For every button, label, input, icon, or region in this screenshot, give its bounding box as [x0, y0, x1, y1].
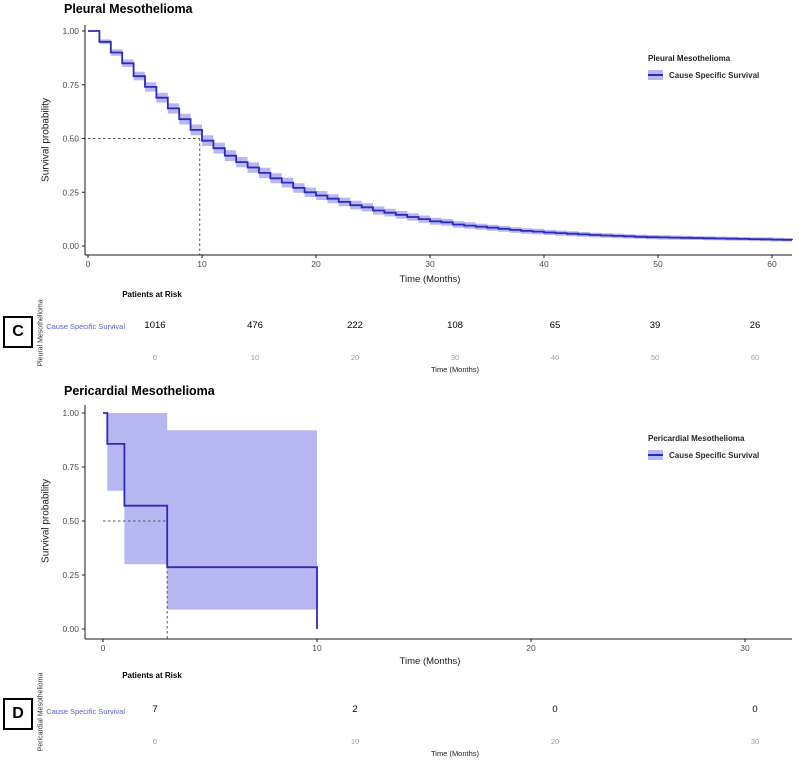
- risk-count: 65: [549, 320, 561, 331]
- risk-time-tick-label: 30: [450, 353, 460, 362]
- pleural-x-axis-label: Time (Months): [399, 274, 461, 285]
- pericardial-legend: Pericardial Mesothelioma Cause Specific …: [648, 434, 759, 460]
- pericardial-x-axis-label: Time (Months): [399, 656, 461, 667]
- ribbon-key-icon: [648, 70, 663, 80]
- line-key-icon: [648, 74, 663, 76]
- x-tick-label: 30: [740, 643, 750, 653]
- x-tick-label: 10: [197, 259, 207, 269]
- pleural-y-axis-label: Survival probability: [40, 98, 52, 182]
- risk-time-tick-label: 20: [350, 353, 360, 362]
- x-tick-label: 20: [311, 259, 321, 269]
- pleural-legend-item: Cause Specific Survival: [648, 70, 759, 80]
- pleural-risk-table-header: Patients at Risk: [122, 290, 182, 299]
- y-tick-label: 0.75: [62, 462, 79, 472]
- y-tick-label: 1.00: [62, 408, 79, 418]
- pericardial-risk-table-header: Patients at Risk: [122, 671, 182, 680]
- pleural-legend: Pleural Mesothelioma Cause Specific Surv…: [648, 54, 759, 80]
- y-tick-label: 0.00: [62, 241, 79, 251]
- pleural-risk-side-label: Pleural Mesothelioma: [37, 299, 45, 367]
- risk-count: 7: [152, 704, 158, 715]
- confidence-ribbon: [107, 413, 317, 610]
- panel-letter-d: D: [3, 698, 33, 730]
- risk-count: 2: [352, 704, 358, 715]
- y-tick-label: 1.00: [62, 26, 79, 36]
- x-tick-label: 0: [101, 643, 106, 653]
- line-key-icon: [648, 454, 663, 456]
- y-tick-label: 0.25: [62, 187, 79, 197]
- risk-count: 1016: [144, 320, 166, 331]
- risk-time-tick-label: 20: [550, 737, 560, 746]
- risk-time-tick-label: 40: [550, 353, 560, 362]
- pericardial-y-axis-label: Survival probability: [40, 479, 52, 563]
- pleural-legend-label: Cause Specific Survival: [669, 70, 760, 80]
- panel-letter-c: C: [3, 316, 33, 348]
- pleural-risk-row-label: Cause Specific Survival: [46, 322, 125, 331]
- risk-time-tick-label: 10: [250, 353, 260, 362]
- x-tick-label: 10: [312, 643, 322, 653]
- risk-time-tick-label: 0: [152, 737, 158, 746]
- risk-time-tick-label: 10: [350, 737, 360, 746]
- x-tick-label: 40: [539, 259, 549, 269]
- risk-time-tick-label: 60: [750, 353, 760, 362]
- y-tick-label: 0.25: [62, 570, 79, 580]
- ribbon-key-icon: [648, 450, 663, 460]
- risk-time-tick-label: 50: [650, 353, 660, 362]
- x-tick-label: 20: [526, 643, 536, 653]
- pericardial-risk-row-label: Cause Specific Survival: [46, 707, 125, 716]
- risk-count: 39: [649, 320, 661, 331]
- risk-count: 108: [447, 320, 463, 331]
- pleural-risk-x-axis-label: Time (Months): [430, 365, 480, 374]
- risk-count: 476: [247, 320, 263, 331]
- pericardial-risk-x-axis-label: Time (Months): [430, 749, 480, 758]
- pericardial-legend-title: Pericardial Mesothelioma: [648, 434, 745, 443]
- x-tick-label: 30: [425, 259, 435, 269]
- pleural-legend-title: Pleural Mesothelioma: [648, 54, 731, 63]
- y-tick-label: 0.75: [62, 80, 79, 90]
- survival-step-line: [103, 412, 318, 629]
- pericardial-legend-label: Cause Specific Survival: [669, 450, 760, 460]
- x-tick-label: 60: [767, 259, 777, 269]
- risk-time-tick-label: 30: [750, 737, 760, 746]
- y-tick-label: 0.50: [62, 516, 79, 526]
- x-tick-label: 50: [653, 259, 663, 269]
- risk-count: 0: [752, 704, 758, 715]
- x-tick-label: 0: [86, 259, 91, 269]
- pericardial-legend-item: Cause Specific Survival: [648, 450, 759, 460]
- survival-step-line: [88, 30, 793, 241]
- risk-count: 0: [552, 704, 558, 715]
- pleural-chart-title: Pleural Mesothelioma: [64, 2, 193, 16]
- pericardial-chart-title: Pericardial Mesothelioma: [64, 384, 215, 398]
- y-tick-label: 0.50: [62, 134, 79, 144]
- y-tick-label: 0.00: [62, 624, 79, 634]
- risk-time-tick-label: 0: [152, 353, 158, 362]
- risk-count: 26: [749, 320, 761, 331]
- risk-count: 222: [347, 320, 363, 331]
